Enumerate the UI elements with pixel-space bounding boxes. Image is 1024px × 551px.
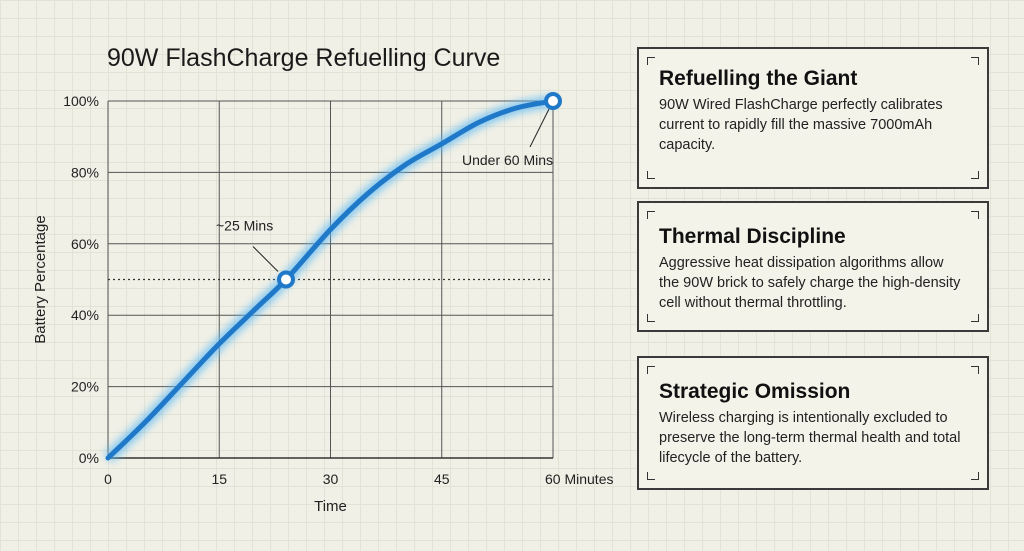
y-tick-label: 60%	[71, 236, 99, 252]
y-axis-label: Battery Percentage	[32, 215, 49, 343]
x-tick-label: 0	[104, 471, 112, 487]
panel-title: Thermal Discipline	[659, 225, 846, 248]
panel-title: Refuelling the Giant	[659, 67, 858, 90]
chart: 0% 20% 40% 60% 80% 100% 0 15 30 45 60 Minutes Time B…	[32, 92, 613, 515]
panel-title: Strategic Omission	[659, 380, 851, 403]
corner-mark	[647, 57, 655, 65]
corner-mark	[971, 314, 979, 322]
corner-mark	[647, 211, 655, 219]
panel-body: Wireless charging is intentionally exclu…	[659, 410, 961, 466]
y-tick-label: 80%	[71, 164, 99, 180]
x-tick-label: 60 Minutes	[545, 471, 613, 487]
annotation-label: Under 60 Mins	[462, 152, 553, 168]
x-axis-label: Time	[314, 498, 347, 515]
corner-mark	[647, 314, 655, 322]
data-point-marker	[277, 270, 295, 289]
y-tick-label: 20%	[71, 379, 99, 395]
y-tick-label: 40%	[71, 307, 99, 323]
corner-mark	[971, 366, 979, 374]
x-tick-label: 30	[323, 471, 339, 487]
panel-thermal: Thermal Discipline Aggressive heat dissi…	[637, 201, 989, 332]
annotation-label: ~25 Mins	[216, 218, 273, 234]
x-tick-label: 15	[211, 471, 227, 487]
corner-mark	[971, 472, 979, 480]
annotation-leader	[252, 246, 279, 272]
panel-omission: Strategic Omission Wireless charging is …	[637, 356, 989, 490]
corner-mark	[647, 171, 655, 179]
series-line	[105, 98, 556, 461]
panel-body: 90W Wired FlashCharge perfectly calibrat…	[659, 97, 943, 153]
corner-mark	[647, 366, 655, 374]
chart-title: 90W FlashCharge Refuelling Curve	[107, 44, 501, 72]
panel-body: Aggressive heat dissipation algorithms a…	[659, 255, 961, 311]
y-tick-label: 0%	[79, 450, 99, 466]
x-tick-label: 45	[434, 471, 450, 487]
corner-mark	[647, 472, 655, 480]
corner-mark	[971, 171, 979, 179]
annotation-leader	[529, 108, 550, 148]
corner-mark	[971, 211, 979, 219]
data-point-marker	[544, 92, 562, 110]
y-tick-label: 100%	[63, 93, 99, 109]
corner-mark	[971, 57, 979, 65]
panel-refuelling: Refuelling the Giant 90W Wired FlashChar…	[637, 47, 989, 189]
